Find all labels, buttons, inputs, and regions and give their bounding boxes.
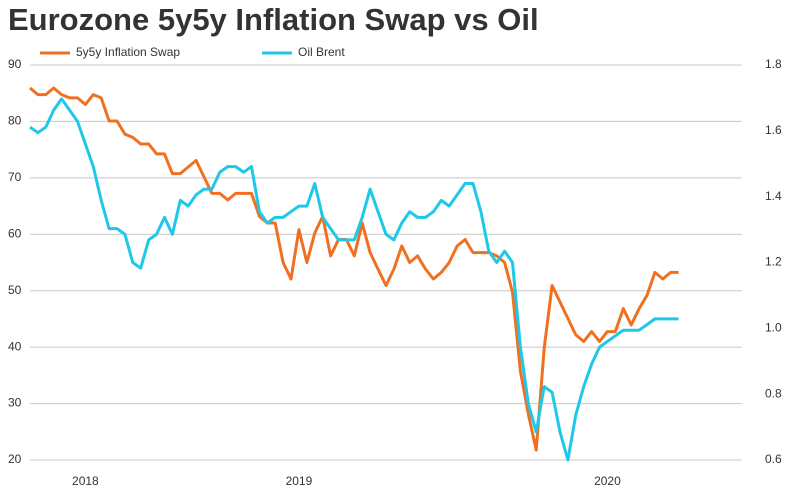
series-line [29, 86, 679, 452]
y2-tick-label: 0.8 [765, 386, 782, 400]
y2-tick-label: 1.8 [765, 57, 782, 71]
x-tick-label: 2019 [286, 474, 313, 488]
y-tick-label: 20 [8, 452, 22, 466]
y-tick-label: 50 [8, 283, 22, 297]
y-tick-label: 70 [8, 170, 22, 184]
y-tick-label: 90 [8, 57, 22, 71]
chart-title: Eurozone 5y5y Inflation Swap vs Oil [8, 2, 539, 37]
y2-tick-label: 1.4 [765, 189, 782, 203]
y-tick-label: 30 [8, 396, 22, 410]
legend-label: Oil Brent [298, 45, 345, 59]
y-tick-label: 60 [8, 226, 22, 240]
y2-tick-label: 1.6 [765, 123, 782, 137]
series-line [29, 97, 679, 462]
y-tick-label: 80 [8, 114, 22, 128]
y2-tick-label: 0.6 [765, 452, 782, 466]
y-tick-label: 40 [8, 339, 22, 353]
x-tick-label: 2018 [72, 474, 99, 488]
legend-label: 5y5y Inflation Swap [76, 45, 180, 59]
y2-tick-label: 1.2 [765, 255, 782, 269]
x-tick-label: 2020 [594, 474, 621, 488]
y2-tick-label: 1.0 [765, 321, 782, 335]
